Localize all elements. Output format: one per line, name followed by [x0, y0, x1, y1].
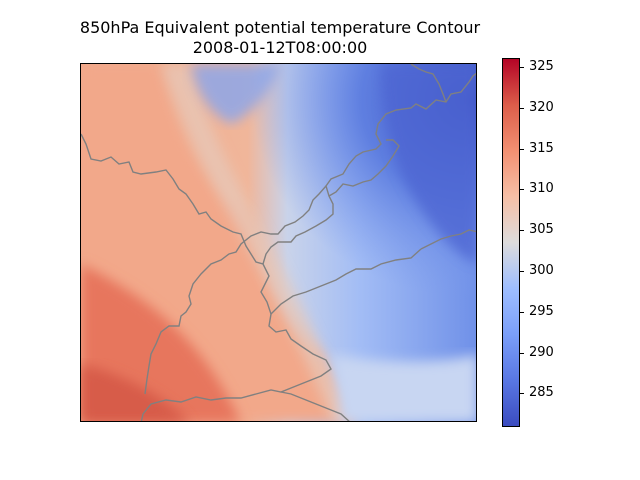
colorbar-tick-mark: [520, 108, 524, 109]
chart-title: 850hPa Equivalent potential temperature …: [79, 18, 481, 37]
colorbar-tick-label: 305: [529, 222, 554, 237]
colorbar-tick-mark: [520, 312, 524, 313]
colorbar-tick-mark: [520, 393, 524, 394]
colorbar-tick-mark: [520, 67, 524, 68]
colorbar-tick-label: 285: [529, 385, 554, 400]
colorbar-tick-mark: [520, 271, 524, 272]
colorbar-tick-label: 300: [529, 263, 554, 278]
colorbar-tick-label: 325: [529, 59, 554, 74]
colorbar-tick-mark: [520, 149, 524, 150]
colorbar-tick-mark: [520, 230, 524, 231]
temperature-field-map: [81, 64, 476, 421]
colorbar-tick-label: 310: [529, 181, 554, 196]
colorbar-tick-label: 295: [529, 304, 554, 319]
colorbar-tick-label: 320: [529, 100, 554, 115]
colorbar-tick-label: 315: [529, 141, 554, 156]
colorbar: [502, 58, 520, 427]
colorbar-gradient: [503, 59, 519, 426]
colorbar-tick-mark: [520, 353, 524, 354]
region-border-lines: [81, 64, 476, 421]
colorbar-tick-label: 290: [529, 345, 554, 360]
colorbar-tick-mark: [520, 189, 524, 190]
chart-subtitle-datetime: 2008-01-12T08:00:00: [192, 38, 368, 57]
map-plot-area: [80, 63, 477, 422]
